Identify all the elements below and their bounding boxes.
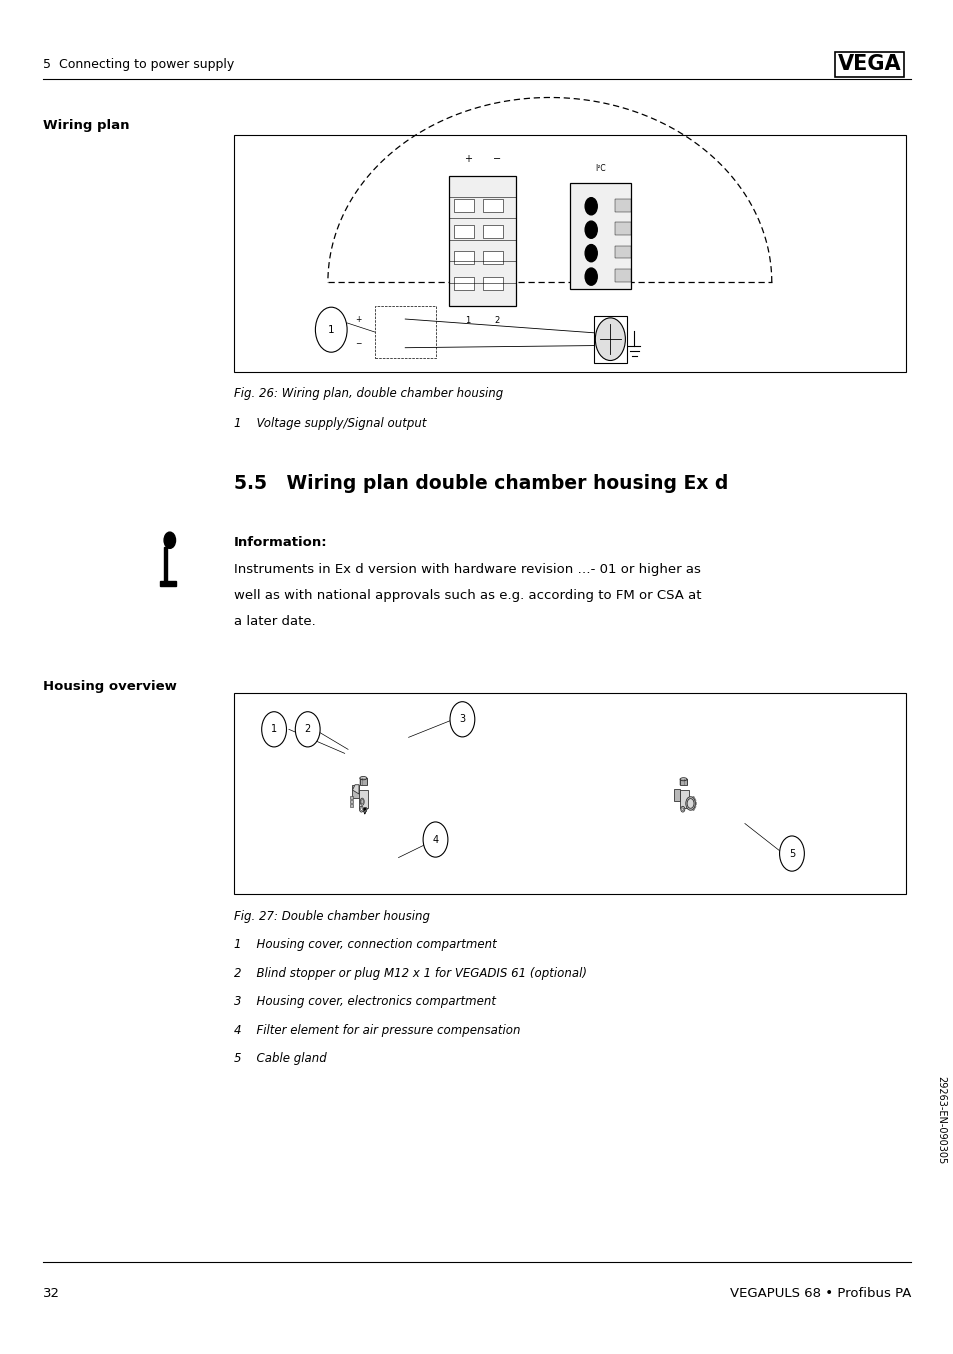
Text: −: − xyxy=(493,154,501,164)
Text: 5: 5 xyxy=(788,849,794,858)
Bar xyxy=(674,789,679,802)
Bar xyxy=(615,222,630,236)
Ellipse shape xyxy=(360,799,363,804)
Bar xyxy=(593,315,626,363)
Text: VEGAPULS 68 • Profibus PA: VEGAPULS 68 • Profibus PA xyxy=(729,1286,910,1300)
Text: 4: 4 xyxy=(432,834,438,845)
Text: 1: 1 xyxy=(271,724,277,734)
Circle shape xyxy=(295,712,320,747)
Text: 3    Housing cover, electronics compartment: 3 Housing cover, electronics compartment xyxy=(233,995,496,1009)
Text: VEGA: VEGA xyxy=(837,54,901,74)
Bar xyxy=(615,199,630,211)
Bar xyxy=(363,807,365,811)
Text: 29263-EN-090305: 29263-EN-090305 xyxy=(936,1076,945,1164)
Ellipse shape xyxy=(359,776,367,780)
Circle shape xyxy=(423,822,448,857)
Circle shape xyxy=(584,221,597,238)
Text: Fig. 26: Wiring plan, double chamber housing: Fig. 26: Wiring plan, double chamber hou… xyxy=(233,387,502,401)
Ellipse shape xyxy=(692,808,694,811)
Text: Fig. 27: Double chamber housing: Fig. 27: Double chamber housing xyxy=(233,910,429,923)
Circle shape xyxy=(681,808,683,811)
Circle shape xyxy=(261,712,286,747)
Text: 2: 2 xyxy=(495,315,499,325)
Ellipse shape xyxy=(360,798,364,806)
Text: 32: 32 xyxy=(43,1286,60,1300)
Circle shape xyxy=(364,808,365,810)
Bar xyxy=(679,791,688,808)
Bar xyxy=(359,779,367,785)
Bar xyxy=(679,779,686,785)
Text: Housing overview: Housing overview xyxy=(43,680,176,693)
Circle shape xyxy=(315,307,347,352)
Text: +: + xyxy=(463,154,472,164)
Circle shape xyxy=(595,318,625,360)
Circle shape xyxy=(584,245,597,261)
Text: Instruments in Ex d version with hardware revision …- 01 or higher as: Instruments in Ex d version with hardwar… xyxy=(233,563,700,577)
Bar xyxy=(350,804,353,807)
Circle shape xyxy=(584,268,597,286)
Text: 2    Blind stopper or plug M12 x 1 for VEGADIS 61 (optional): 2 Blind stopper or plug M12 x 1 for VEGA… xyxy=(233,967,586,980)
Text: 1    Voltage supply/Signal output: 1 Voltage supply/Signal output xyxy=(233,417,426,431)
Circle shape xyxy=(359,807,363,812)
Text: 5    Cable gland: 5 Cable gland xyxy=(233,1052,326,1066)
Ellipse shape xyxy=(679,777,686,781)
Bar xyxy=(569,183,630,290)
Bar xyxy=(483,278,503,290)
Text: Wiring plan: Wiring plan xyxy=(43,119,130,133)
Bar xyxy=(454,225,474,238)
Text: 1: 1 xyxy=(328,325,335,334)
Bar xyxy=(615,269,630,282)
Bar xyxy=(233,693,905,894)
Ellipse shape xyxy=(695,802,696,804)
Text: a later date.: a later date. xyxy=(233,615,315,628)
Bar xyxy=(454,252,474,264)
Text: 5  Connecting to power supply: 5 Connecting to power supply xyxy=(43,58,233,72)
Ellipse shape xyxy=(694,806,696,808)
Bar xyxy=(483,225,503,238)
Circle shape xyxy=(450,701,475,737)
Ellipse shape xyxy=(694,799,696,802)
Text: I²C: I²C xyxy=(595,164,605,173)
Bar xyxy=(483,252,503,264)
Text: −: − xyxy=(355,338,361,348)
Bar xyxy=(233,135,905,372)
Bar xyxy=(350,800,353,803)
Bar xyxy=(449,176,516,306)
Bar xyxy=(358,791,368,808)
Text: well as with national approvals such as e.g. according to FM or CSA at: well as with national approvals such as … xyxy=(233,589,700,603)
Text: 2: 2 xyxy=(304,724,311,734)
Bar xyxy=(352,785,358,798)
Text: 1: 1 xyxy=(465,315,470,325)
Bar xyxy=(375,306,435,357)
Circle shape xyxy=(779,835,803,871)
Polygon shape xyxy=(160,547,175,586)
Bar xyxy=(615,245,630,259)
Circle shape xyxy=(686,799,693,808)
Circle shape xyxy=(685,796,695,810)
Text: +: + xyxy=(355,314,361,324)
Bar xyxy=(483,199,503,213)
Ellipse shape xyxy=(692,796,694,799)
Bar xyxy=(454,278,474,290)
Polygon shape xyxy=(352,785,358,793)
Circle shape xyxy=(584,198,597,215)
Text: 5.5   Wiring plan double chamber housing Ex d: 5.5 Wiring plan double chamber housing E… xyxy=(233,474,727,493)
Circle shape xyxy=(680,807,684,812)
Circle shape xyxy=(360,808,362,811)
Bar xyxy=(350,796,353,799)
Circle shape xyxy=(164,532,175,548)
Bar xyxy=(454,199,474,213)
Text: 4    Filter element for air pressure compensation: 4 Filter element for air pressure compen… xyxy=(233,1024,519,1037)
Text: 1    Housing cover, connection compartment: 1 Housing cover, connection compartment xyxy=(233,938,496,952)
Text: 3: 3 xyxy=(458,715,465,724)
Text: Information:: Information: xyxy=(233,536,327,550)
